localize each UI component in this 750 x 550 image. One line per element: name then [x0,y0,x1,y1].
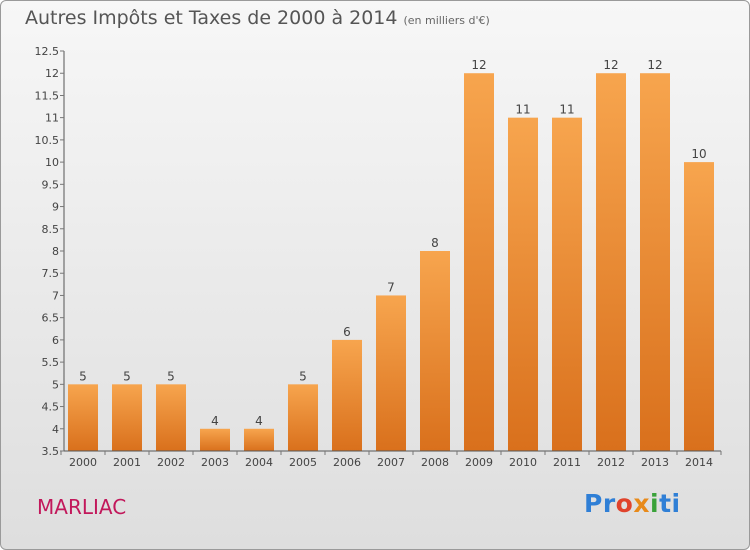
y-tick-label: 12.5 [35,45,60,58]
x-tick-label: 2003 [201,456,229,469]
bar-value-label: 5 [79,369,87,383]
bar [640,73,670,451]
y-tick-label: 8 [52,245,59,258]
y-tick-label: 7.5 [42,267,60,280]
logo-part: i [649,489,660,518]
x-tick-label: 2010 [509,456,537,469]
y-tick-label: 4.5 [42,401,60,414]
bar [552,117,582,452]
x-tick-label: 2012 [597,456,625,469]
bar [420,251,450,451]
y-tick-label: 6 [52,334,59,347]
x-tick-label: 2009 [465,456,493,469]
y-tick-label: 4 [52,423,59,436]
bar [68,384,98,451]
bar-value-label: 10 [691,147,706,161]
x-tick-label: 2002 [157,456,185,469]
bar [332,339,362,451]
y-tick-label: 8.5 [42,223,60,236]
y-tick-label: 5.5 [42,356,60,369]
bar-value-label: 12 [647,58,662,72]
bar-value-label: 12 [471,58,486,72]
bar-value-label: 5 [299,369,307,383]
bar [244,428,274,451]
x-tick-label: 2004 [245,456,273,469]
chart-subtitle: (en milliers d'€) [403,14,490,27]
y-tick-label: 6.5 [42,312,60,325]
proxiti-logo[interactable]: Proxiti [584,489,681,518]
bar-value-label: 4 [255,414,263,428]
bar [112,384,142,451]
bars: 5 5 5 4 4 5 6 7 8 12 11 11 12 12 10 [68,58,714,452]
y-tick-label: 11.5 [35,89,60,102]
bar [156,384,186,451]
x-tick-label: 2008 [421,456,449,469]
bar [200,428,230,451]
bar-value-label: 6 [343,325,351,339]
x-tick-label: 2011 [553,456,581,469]
logo-part: o [615,489,634,518]
x-tick-label: 2000 [69,456,97,469]
x-tick-label: 2006 [333,456,361,469]
x-tick-label: 2001 [113,456,141,469]
bar-value-label: 11 [559,103,574,117]
bar-value-label: 5 [167,369,175,383]
logo-part: ti [659,489,681,518]
bar-value-label: 8 [431,236,439,250]
chart-title: Autres Impôts et Taxes de 2000 à 2014 (en… [25,7,490,29]
y-axis: 3.5 4 4.5 5 5.5 6 6.5 7 7.5 8 8.5 9 9.5 10 10.5 11 11.5 1… [35,45,65,458]
bar [288,384,318,451]
town-name: MARLIAC [37,495,127,519]
y-tick-label: 9 [52,201,59,214]
y-tick-label: 10 [45,156,59,169]
chart-title-text: Autres Impôts et Taxes de 2000 à 2014 [25,7,398,29]
x-tick-label: 2005 [289,456,317,469]
logo-part: x [633,489,650,518]
bar-value-label: 7 [387,280,395,294]
bar [508,117,538,452]
bar [464,73,494,451]
y-tick-label: 3.5 [42,445,60,458]
y-tick-label: 5 [52,378,59,391]
y-tick-label: 11 [45,112,59,125]
y-tick-label: 9.5 [42,178,60,191]
x-tick-label: 2007 [377,456,405,469]
bar-value-label: 12 [603,58,618,72]
x-tick-label: 2014 [685,456,713,469]
bar [596,73,626,451]
y-tick-label: 10.5 [35,134,60,147]
bar [684,162,714,451]
bar-value-label: 11 [515,103,530,117]
y-tick-label: 7 [52,289,59,302]
bar-value-label: 5 [123,369,131,383]
y-tick-label: 12 [45,67,59,80]
x-axis: 2000 2001 2002 2003 2004 2005 2006 2007 2008 2009… [60,450,722,469]
bar [376,295,406,451]
x-tick-label: 2013 [641,456,669,469]
bar-value-label: 4 [211,414,219,428]
logo-part: Pr [584,489,616,518]
